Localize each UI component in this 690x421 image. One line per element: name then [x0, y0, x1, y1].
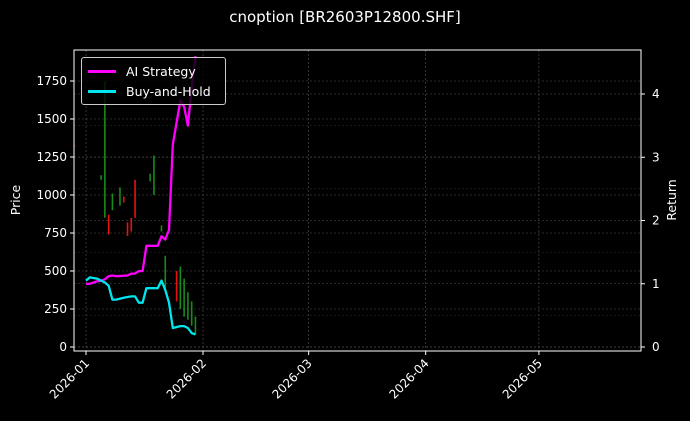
legend-label-ai: AI Strategy — [126, 63, 196, 79]
grid — [74, 50, 641, 351]
y-tick-label: 0 — [59, 340, 67, 354]
y-axis-label: Price — [8, 184, 23, 215]
legend-swatch-bh — [88, 89, 116, 93]
y2-tick-label: 1 — [652, 277, 660, 291]
legend-item-ai-strategy: AI Strategy — [88, 61, 196, 81]
y2-tick-label: 4 — [652, 87, 660, 101]
y-tick-label: 500 — [44, 264, 67, 278]
legend: AI Strategy Buy-and-Hold — [81, 57, 226, 105]
y-tick-label: 750 — [44, 226, 67, 240]
x-tick-label: 2026-05 — [500, 356, 545, 401]
x-tick-label: 2026-04 — [386, 356, 431, 401]
y-tick-label: 1500 — [36, 112, 67, 126]
y2-tick-label: 2 — [652, 214, 660, 228]
y-tick-label: 1000 — [36, 188, 67, 202]
x-tick-label: 2026-01 — [47, 356, 92, 401]
y-tick-label: 1750 — [36, 74, 67, 88]
y2-tick-label: 3 — [652, 150, 660, 164]
x-tick-label: 2026-03 — [269, 356, 314, 401]
legend-swatch-ai — [88, 69, 116, 73]
y-tick-label: 1250 — [36, 150, 67, 164]
y-tick-label: 250 — [44, 302, 67, 316]
buy-and-hold-line — [85, 276, 196, 336]
y2-axis-label: Return — [664, 179, 679, 220]
chart-title: cnoption [BR2603P12800.SHF] — [229, 8, 461, 26]
x-tick-label: 2026-02 — [164, 356, 209, 401]
y2-tick-label: 0 — [652, 340, 660, 354]
legend-label-bh: Buy-and-Hold — [126, 83, 211, 99]
legend-item-buy-and-hold: Buy-and-Hold — [88, 81, 211, 101]
plot-area — [74, 55, 197, 336]
axes-frame — [73, 49, 642, 352]
